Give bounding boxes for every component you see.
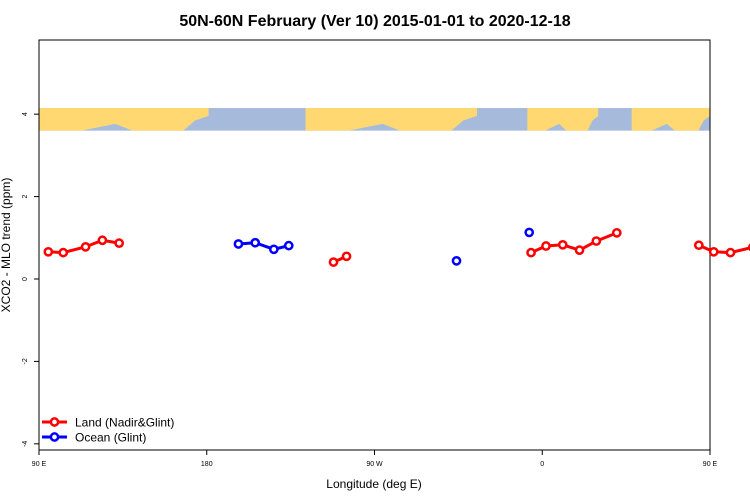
legend-swatch-marker [49,432,60,442]
x-axis: 90 E 180 90 W 0 90 E [32,450,718,468]
data-point [58,247,69,258]
data-point [591,236,602,246]
series-line [698,243,750,255]
x-tick-label: 180 [201,461,213,468]
legend-label: Ocean (Glint) [75,431,146,445]
data-point [574,245,585,256]
series-ocean [233,227,535,266]
data-point [80,242,91,252]
x-tick-label: 0 [540,461,544,468]
data-point [250,237,261,248]
y-tick-label: 4 [22,112,29,116]
plot-area-border [38,39,711,451]
series-line [238,241,290,251]
series-land [43,227,750,267]
y-axis: -4 -2 0 2 4 [22,112,39,447]
y-axis-label: XCO2 - MLO trend (ppm) [0,178,13,313]
x-tick-label: 90 W [366,461,383,468]
map-strip [39,107,710,131]
y-tick-label: 2 [22,195,29,199]
data-point [269,244,279,255]
data-point [43,246,54,257]
x-tick-label: 90 E [703,461,718,468]
legend-label: Land (Nadir&Glint) [75,416,174,430]
data-point [97,235,108,246]
map-strip-land [631,107,710,131]
y-tick-label: -4 [22,441,29,447]
map-strip-land [39,107,209,131]
data-point [725,247,736,258]
data-point [708,246,719,257]
map-strip-land [527,107,599,131]
data-point [341,251,352,262]
y-tick-label: 0 [22,277,29,281]
y-tick-label: -2 [22,358,29,364]
data-point [693,240,704,251]
legend-swatch-marker [49,417,60,427]
data-point [524,227,535,238]
legend: Land (Nadir&Glint)Ocean (Glint) [42,416,174,445]
data-point [283,240,294,251]
data-point [233,239,244,249]
data-point [611,227,622,238]
x-tick-label: 90 E [32,461,47,468]
data-point [328,257,339,267]
map-strip-land [305,107,478,131]
data-point [557,239,568,250]
data-point [451,256,462,266]
x-axis-label: Longitude (deg E) [326,477,421,491]
data-point [526,247,536,258]
chart-title: 50N-60N February (Ver 10) 2015-01-01 to … [179,13,570,30]
data-point [114,238,124,248]
data-point [541,241,551,251]
series-layer [43,227,750,267]
